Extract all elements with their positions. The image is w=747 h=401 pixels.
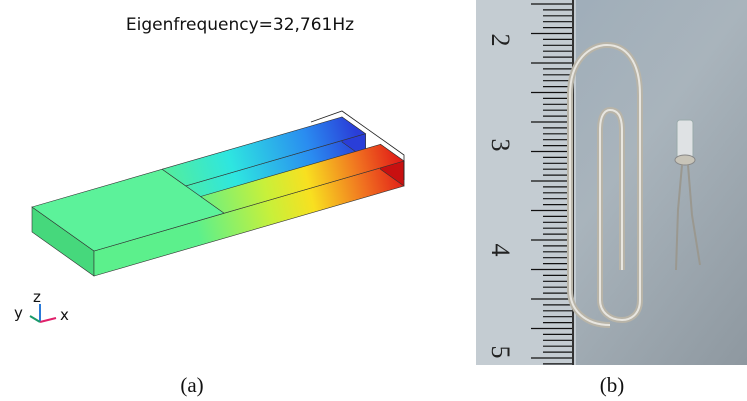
axis-label-x: x xyxy=(60,306,69,324)
ruler-label: 5 xyxy=(486,346,515,359)
tuning-fork-model xyxy=(31,110,405,277)
axis-triad: x y z xyxy=(14,288,69,324)
ruler-label: 3 xyxy=(486,139,515,152)
caption-a: (a) xyxy=(180,373,203,397)
axis-label-y: y xyxy=(14,304,23,322)
title: Eigenfrequency=32,761Hz xyxy=(126,15,354,35)
prong-top xyxy=(161,116,367,187)
caption-b: (b) xyxy=(600,373,625,397)
axis-label-z: z xyxy=(33,288,41,306)
photo: 2 3 4 5 xyxy=(476,0,747,365)
ruler-label: 2 xyxy=(486,34,515,47)
ruler-label: 4 xyxy=(486,244,515,257)
outline xyxy=(310,110,405,180)
